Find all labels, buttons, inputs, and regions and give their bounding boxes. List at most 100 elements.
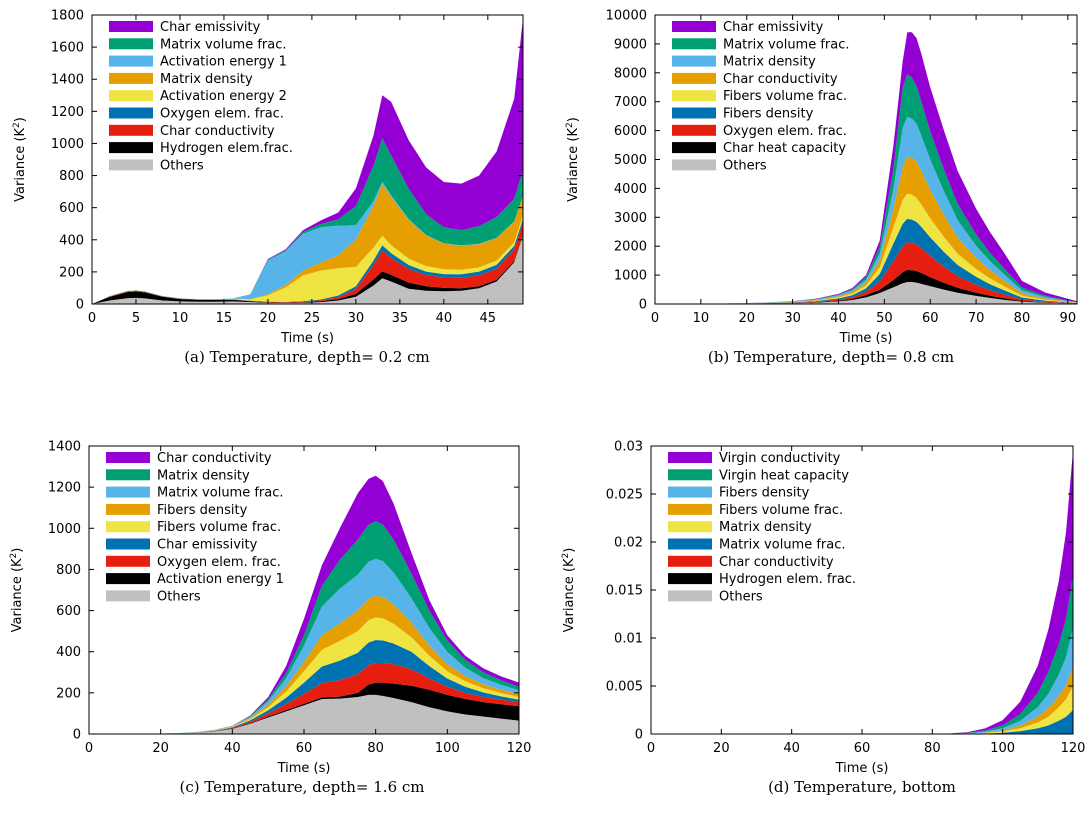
legend-swatch: [106, 521, 150, 533]
y-tick-label: 7000: [614, 95, 647, 110]
chart-panel-4: 0 20 40 60 80 100 120 0 0.005 0.01 0.015 0.02 0.025 0…: [561, 440, 1085, 797]
x-tick-label: 20: [152, 741, 169, 756]
legend-entry: Matrix volume frac.: [723, 37, 850, 52]
x-tick-label: 0: [647, 741, 655, 756]
legend-swatch: [668, 538, 712, 550]
x-tick-label: 5: [132, 311, 140, 326]
legend-entry: Oxygen elem. frac.: [723, 124, 847, 139]
y-tick-label: 6000: [614, 124, 647, 139]
legend-swatch: [109, 142, 153, 154]
legend-entry: Virgin heat capacity: [719, 468, 849, 483]
legend-swatch: [668, 573, 712, 585]
area-matrix-volume-frac-: [651, 710, 1073, 734]
y-axis-label: Variance (K2): [561, 548, 577, 633]
subfigure-caption: (d) Temperature, bottom: [768, 778, 956, 796]
plot-frame: [654, 14, 1078, 305]
chart-panel-3: 0 20 40 60 80 100 1200200400600800100012001400…: [9, 440, 531, 797]
area-char-heat-capacity: [655, 269, 1077, 304]
legend-swatch: [109, 159, 153, 171]
y-tick-label: 9000: [614, 37, 647, 52]
x-axis-label: Time (s): [277, 761, 331, 776]
area-virgin-conductivity: [651, 450, 1073, 734]
y-axis-label: Variance (K2): [565, 117, 581, 202]
x-tick-label: 60: [296, 741, 313, 756]
y-tick-label: 0: [76, 298, 84, 313]
legend-entry: Fibers volume frac.: [723, 89, 847, 104]
y-tick-label: 1400: [48, 440, 81, 455]
x-tick-label: 60: [922, 311, 939, 326]
legend-swatch: [668, 469, 712, 481]
area-char-emissivity: [89, 640, 519, 734]
legend-swatch: [109, 21, 153, 32]
legend-swatch: [106, 452, 150, 463]
legend-entry: Char emissivity: [160, 20, 261, 35]
legend-entry: Char conductivity: [157, 451, 272, 466]
legend-entry: Matrix density: [719, 520, 812, 535]
area-activation-energy-1: [89, 682, 519, 734]
x-tick-label: 80: [367, 741, 384, 756]
x-tick-label: 90: [1060, 311, 1077, 326]
y-tick-label: 800: [59, 169, 84, 184]
x-tick-label: 20: [713, 741, 730, 756]
y-tick-label: 0.03: [614, 440, 643, 455]
area-hydrogen-elem-frac-: [92, 234, 523, 304]
x-axis-label: Time (s): [835, 761, 889, 776]
x-tick-label: 30: [348, 311, 365, 326]
x-tick-label: 45: [480, 311, 497, 326]
y-tick-label: 3000: [614, 211, 647, 226]
x-tick-label: 60: [854, 741, 871, 756]
legend-entry: Fibers density: [723, 107, 814, 122]
y-tick-label: 5000: [614, 153, 647, 168]
legend-entry: Fibers volume frac.: [157, 520, 281, 535]
legend: Char emissivity Matrix volume frac. Matrix…: [672, 20, 850, 173]
x-tick-label: 35: [392, 311, 409, 326]
x-tick-label: 120: [1061, 741, 1086, 756]
legend-entry: Hydrogen elem. frac.: [719, 572, 856, 587]
x-tick-label: 20: [738, 311, 755, 326]
legend-swatch: [106, 469, 150, 481]
legend-swatch: [672, 72, 716, 84]
legend-swatch: [109, 107, 153, 119]
y-tick-label: 200: [56, 686, 81, 701]
legend-swatch: [672, 21, 716, 32]
y-tick-label: 1000: [51, 137, 84, 152]
legend-swatch: [106, 503, 150, 515]
legend-entry: Virgin conductivity: [719, 451, 841, 466]
stacked-areas: [92, 18, 523, 304]
x-tick-label: 100: [990, 741, 1015, 756]
area-fibers-density: [655, 218, 1077, 304]
subfigure-caption: (c) Temperature, depth= 1.6 cm: [179, 778, 424, 796]
chart-panel-2: 0 10 20 30 40 50 60 70 80 90 0 1000 2000 3000 4000 5000…: [565, 9, 1078, 366]
legend-swatch: [672, 107, 716, 119]
y-tick-label: 10000: [606, 9, 647, 24]
legend-entry: Matrix volume frac.: [160, 37, 287, 52]
x-tick-label: 0: [85, 741, 93, 756]
legend: Char emissivity Matrix volume frac. Activa…: [109, 20, 293, 173]
x-axis-label: Time (s): [280, 331, 334, 346]
legend-entry: Char emissivity: [157, 538, 258, 553]
legend-entry: Matrix density: [160, 72, 253, 87]
legend-swatch: [672, 159, 716, 171]
area-char-emissivity: [655, 32, 1077, 304]
legend-entry: Fibers density: [719, 486, 810, 501]
area-virgin-heat-capacity: [651, 575, 1073, 734]
x-tick-label: 40: [436, 311, 453, 326]
legend-entry: Activation energy 2: [160, 89, 287, 104]
x-tick-label: 15: [216, 311, 233, 326]
legend-entry: Char emissivity: [723, 20, 824, 35]
chart-panel-1: 0 5 10 15 20 25 30 35 40 45 0 200 400 600 800 1000 1200 1…: [12, 9, 524, 366]
legend-swatch: [106, 573, 150, 585]
x-tick-label: 30: [784, 311, 801, 326]
legend-entry: Others: [723, 158, 767, 173]
legend-swatch: [672, 124, 716, 136]
y-axis-label: Variance (K2): [9, 548, 25, 633]
x-tick-label: 25: [304, 311, 321, 326]
legend-entry: Matrix density: [157, 468, 250, 483]
x-tick-label: 40: [830, 311, 847, 326]
y-tick-label: 600: [56, 604, 81, 619]
legend: Virgin conductivity Virgin heat capacity F…: [668, 451, 856, 604]
y-tick-label: 0: [635, 728, 643, 743]
area-others: [655, 282, 1077, 304]
area-char-conductivity: [92, 222, 523, 304]
legend-swatch: [109, 72, 153, 84]
